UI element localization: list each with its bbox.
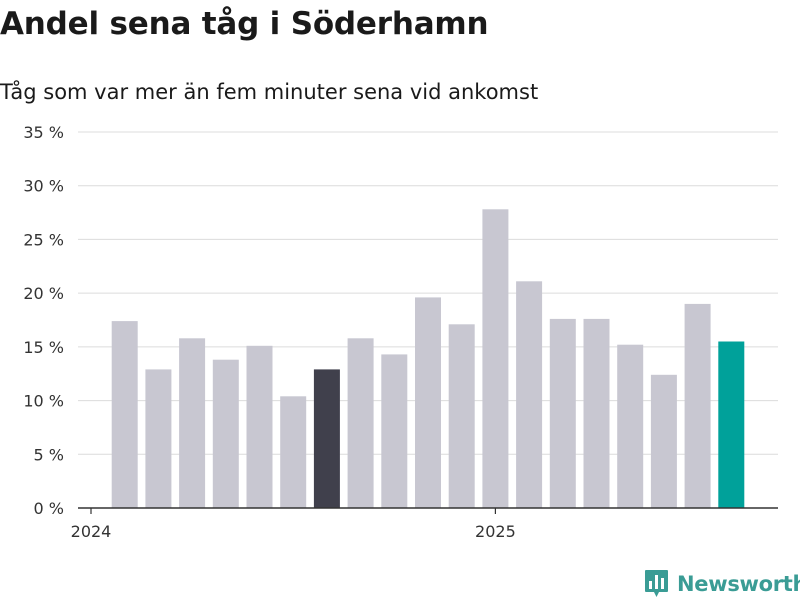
y-tick-label: 35 % [23, 123, 64, 142]
bar [516, 281, 543, 508]
bar [280, 396, 307, 508]
chart-subtitle: Tåg som var mer än fem minuter sena vid … [0, 80, 539, 104]
bar [482, 209, 509, 509]
bar-chart: 0 % 5 % 10 % 15 % 20 % 25 % 30 % 35 % 2024 2025 [23, 123, 778, 541]
y-tick-label: 0 % [34, 499, 64, 518]
bar [145, 369, 172, 508]
x-tick-label: 2024 [71, 522, 112, 541]
bar [381, 354, 408, 508]
bar [179, 338, 206, 508]
bar [718, 341, 745, 508]
bar [583, 318, 610, 508]
bar [111, 321, 138, 508]
bar [617, 344, 644, 508]
bar [684, 303, 711, 508]
bar [212, 359, 239, 508]
y-axis-ticks: 0 % 5 % 10 % 15 % 20 % 25 % 30 % 35 % [23, 123, 64, 518]
x-axis: 2024 2025 [71, 507, 778, 541]
y-tick-label: 5 % [34, 445, 64, 464]
bar [246, 345, 273, 508]
bar [415, 297, 441, 508]
newsworthy-logo: Newsworthy [644, 569, 800, 599]
y-tick-label: 20 % [23, 284, 64, 303]
chart-title: Andel sena tåg i Söderhamn [0, 6, 489, 42]
bars [111, 209, 745, 509]
y-tick-label: 10 % [23, 392, 64, 411]
bar [650, 374, 677, 508]
bar [347, 338, 374, 508]
logo-text: Newsworthy [677, 572, 800, 596]
bar [448, 324, 475, 508]
bar-chart-badge-icon [645, 570, 668, 597]
y-tick-label: 30 % [23, 177, 64, 196]
bar [313, 369, 340, 508]
y-tick-label: 25 % [23, 230, 64, 249]
y-tick-label: 15 % [23, 338, 64, 357]
x-tick-label: 2025 [475, 522, 516, 541]
bar [549, 318, 576, 508]
